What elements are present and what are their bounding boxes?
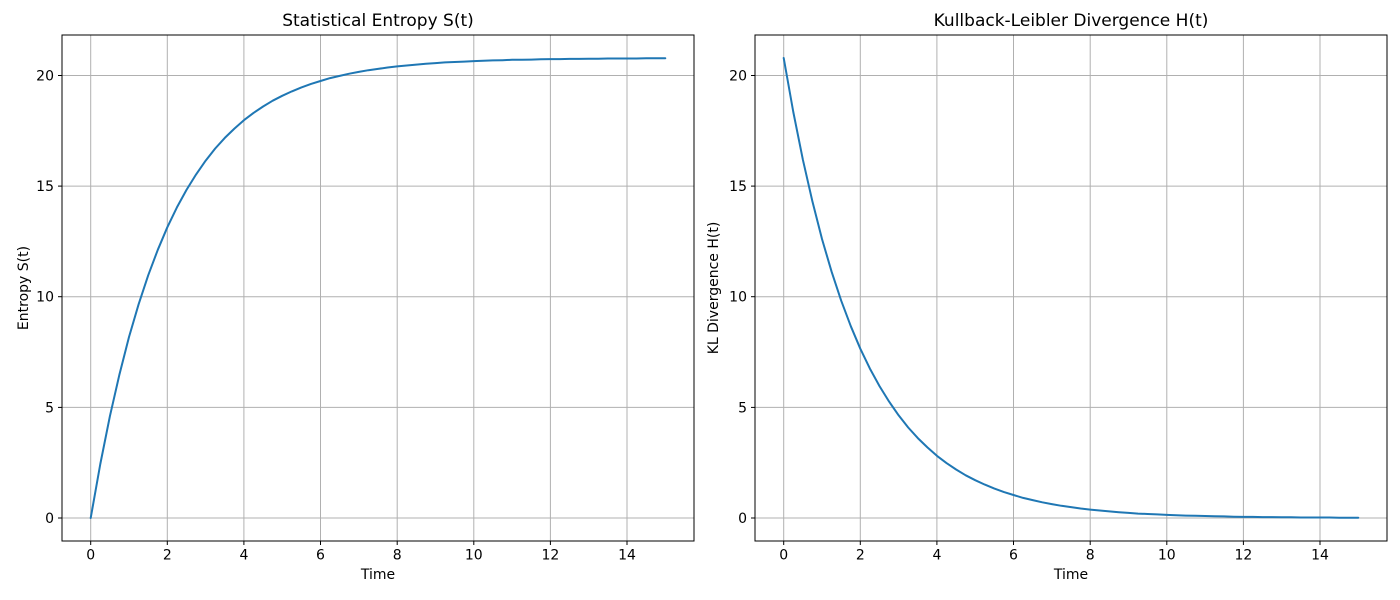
x-tick-label: 8	[393, 548, 402, 564]
y-tick-label: 0	[738, 511, 747, 527]
x-tick-label: 14	[1311, 548, 1329, 564]
y-tick-label: 15	[729, 179, 747, 195]
entropy-yaxis-label: Entropy S(t)	[16, 245, 32, 331]
x-tick-label: 10	[465, 548, 483, 564]
y-tick-label: 5	[738, 400, 747, 416]
entropy-xaxis-label: Time	[360, 567, 396, 583]
y-tick-label: 20	[36, 69, 54, 85]
x-tick-label: 0	[779, 548, 788, 564]
y-tick-label: 5	[45, 400, 54, 416]
data-series-line	[89, 57, 667, 519]
x-tick-label: 12	[541, 548, 559, 564]
x-tick-label: 4	[932, 548, 941, 564]
y-tick-label: 10	[729, 290, 747, 306]
y-tick-label: 0	[45, 511, 54, 527]
kl-divergence-chart-title: Kullback-Leibler Divergence H(t)	[933, 11, 1209, 31]
x-tick-label: 14	[618, 548, 636, 564]
x-tick-label: 8	[1086, 548, 1095, 564]
x-tick-label: 6	[316, 548, 325, 564]
x-tick-label: 6	[1009, 548, 1018, 564]
x-tick-label: 0	[86, 548, 95, 564]
axes-spines	[754, 34, 1388, 542]
kl-divergence-yaxis-label: KL Divergence H(t)	[706, 221, 722, 355]
y-tick-label: 10	[36, 290, 54, 306]
kl-divergence-xaxis-label: Time	[1053, 567, 1089, 583]
y-tick-label: 20	[729, 69, 747, 85]
data-series-line	[782, 57, 1360, 519]
entropy-chart-title: Statistical Entropy S(t)	[282, 11, 474, 31]
x-tick-label: 2	[163, 548, 172, 564]
y-tick-label: 15	[36, 179, 54, 195]
x-tick-label: 4	[239, 548, 248, 564]
x-tick-label: 12	[1234, 548, 1252, 564]
x-tick-label: 2	[856, 548, 865, 564]
x-tick-label: 10	[1158, 548, 1176, 564]
axes-spines	[61, 34, 695, 542]
